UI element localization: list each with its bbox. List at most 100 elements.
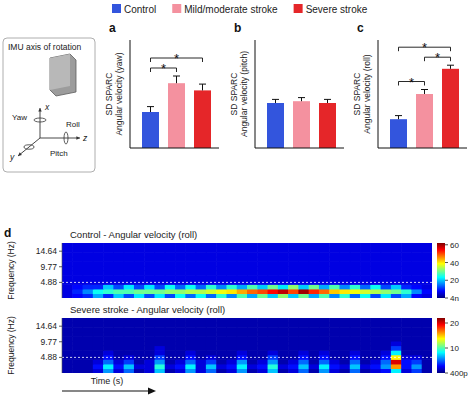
heatmap-cell — [247, 261, 258, 266]
heatmap-cell — [237, 289, 248, 294]
heatmap-panel: Severe stroke - Angular velocity (roll)4… — [6, 304, 468, 395]
error-cap — [199, 84, 206, 85]
heatmap-cell — [226, 350, 237, 355]
heatmap-cell — [350, 359, 361, 364]
heatmap-cell — [411, 327, 422, 332]
heatmap-cell — [247, 364, 258, 369]
heatmap-cell — [340, 350, 351, 355]
heatmap-cell — [155, 284, 166, 289]
heatmap-cell — [83, 368, 94, 373]
error-stem — [398, 116, 399, 120]
heatmap-cell — [360, 257, 371, 262]
y-tick-label: 4.88 — [40, 352, 57, 362]
heatmap-cell — [247, 350, 258, 355]
heatmap-cell — [391, 271, 402, 276]
axis-arrow — [18, 138, 40, 156]
heatmap-cell — [360, 327, 371, 332]
heatmap-cell — [226, 252, 237, 257]
heatmap-cell — [237, 266, 248, 271]
heatmap-cell — [350, 364, 361, 369]
heatmap-cell — [144, 252, 155, 257]
heatmap-cell — [411, 336, 422, 341]
heatmap-cell — [206, 284, 217, 289]
heatmap-cell — [422, 289, 432, 294]
heatmap-cell — [319, 243, 330, 248]
heatmap-cell — [268, 336, 279, 341]
heatmap-cell — [360, 261, 371, 266]
heatmap-cell — [381, 346, 392, 351]
heatmap-cell — [298, 243, 309, 248]
heatmap-cell — [196, 261, 207, 266]
heatmap-cell — [134, 271, 145, 276]
heatmap-cell — [62, 368, 73, 373]
heatmap-cell — [309, 275, 320, 280]
heatmap-cell — [257, 323, 268, 328]
heatmap-cell — [93, 243, 104, 248]
heatmap-cell — [113, 364, 124, 369]
heatmap-cell — [288, 261, 299, 266]
heatmap-cell — [350, 332, 361, 337]
heatmap-cell — [83, 266, 94, 271]
heatmap-cell — [155, 341, 166, 346]
heatmap-cell — [319, 359, 330, 364]
heatmap-cell — [216, 346, 227, 351]
heatmap-cell — [360, 341, 371, 346]
heatmap-cell — [381, 350, 392, 355]
heatmap-cell — [247, 284, 258, 289]
heatmap-cell — [329, 359, 340, 364]
heatmap-cell — [226, 368, 237, 373]
heatmap-cell — [226, 359, 237, 364]
color-bar — [437, 318, 445, 373]
heatmap-cell — [298, 275, 309, 280]
y-tick — [59, 326, 62, 327]
heatmap-cell — [247, 248, 258, 253]
error-stem — [450, 65, 451, 69]
heatmap-cell — [175, 243, 186, 248]
heatmap-cell — [165, 350, 176, 355]
heatmap-cell — [165, 266, 176, 271]
arrow-head — [76, 136, 80, 139]
heatmap-cell — [144, 261, 155, 266]
heatmap-cell — [278, 368, 289, 373]
heatmap-cell — [288, 359, 299, 364]
heatmap-cell — [103, 323, 114, 328]
heatmap-cell — [155, 275, 166, 280]
error-cap — [298, 97, 305, 98]
heatmap-cell — [309, 350, 320, 355]
heatmap-cell — [103, 318, 114, 323]
heatmap-cell — [155, 368, 166, 373]
heatmap-cell — [381, 336, 392, 341]
heatmap-cell — [411, 261, 422, 266]
heatmap-cell — [72, 336, 83, 341]
heatmap-cell — [155, 243, 166, 248]
heatmap-cell — [268, 271, 279, 276]
heatmap-cell — [319, 336, 330, 341]
heatmap-cell — [278, 293, 289, 298]
bar — [194, 90, 211, 148]
heatmap-cell — [62, 248, 73, 253]
heatmap-cell — [319, 261, 330, 266]
figure: IMU axis of rotationxyzYawRollPitchaSD S… — [0, 0, 474, 397]
heatmap-cell — [288, 327, 299, 332]
heatmap-cell — [206, 261, 217, 266]
heatmap-cell — [309, 293, 320, 298]
significance-label: * — [422, 40, 427, 55]
heatmap-cell — [144, 359, 155, 364]
heatmap-cell — [124, 346, 135, 351]
heatmap-cell — [226, 243, 237, 248]
heatmap-cell — [62, 257, 73, 262]
heatmap-cell — [247, 332, 258, 337]
axis-name: y — [9, 152, 15, 162]
heatmap-cell — [401, 289, 412, 294]
heatmap-cell — [103, 355, 114, 360]
heatmap-cell — [175, 318, 186, 323]
heatmap-cell — [155, 359, 166, 364]
heatmap-cell — [72, 368, 83, 373]
heatmap-cell — [72, 355, 83, 360]
heatmap-cell — [381, 293, 392, 298]
heatmap-cell — [268, 284, 279, 289]
heatmap-cell — [298, 261, 309, 266]
heatmap-cell — [298, 368, 309, 373]
heatmap-cell — [83, 243, 94, 248]
heatmap-cell — [226, 336, 237, 341]
